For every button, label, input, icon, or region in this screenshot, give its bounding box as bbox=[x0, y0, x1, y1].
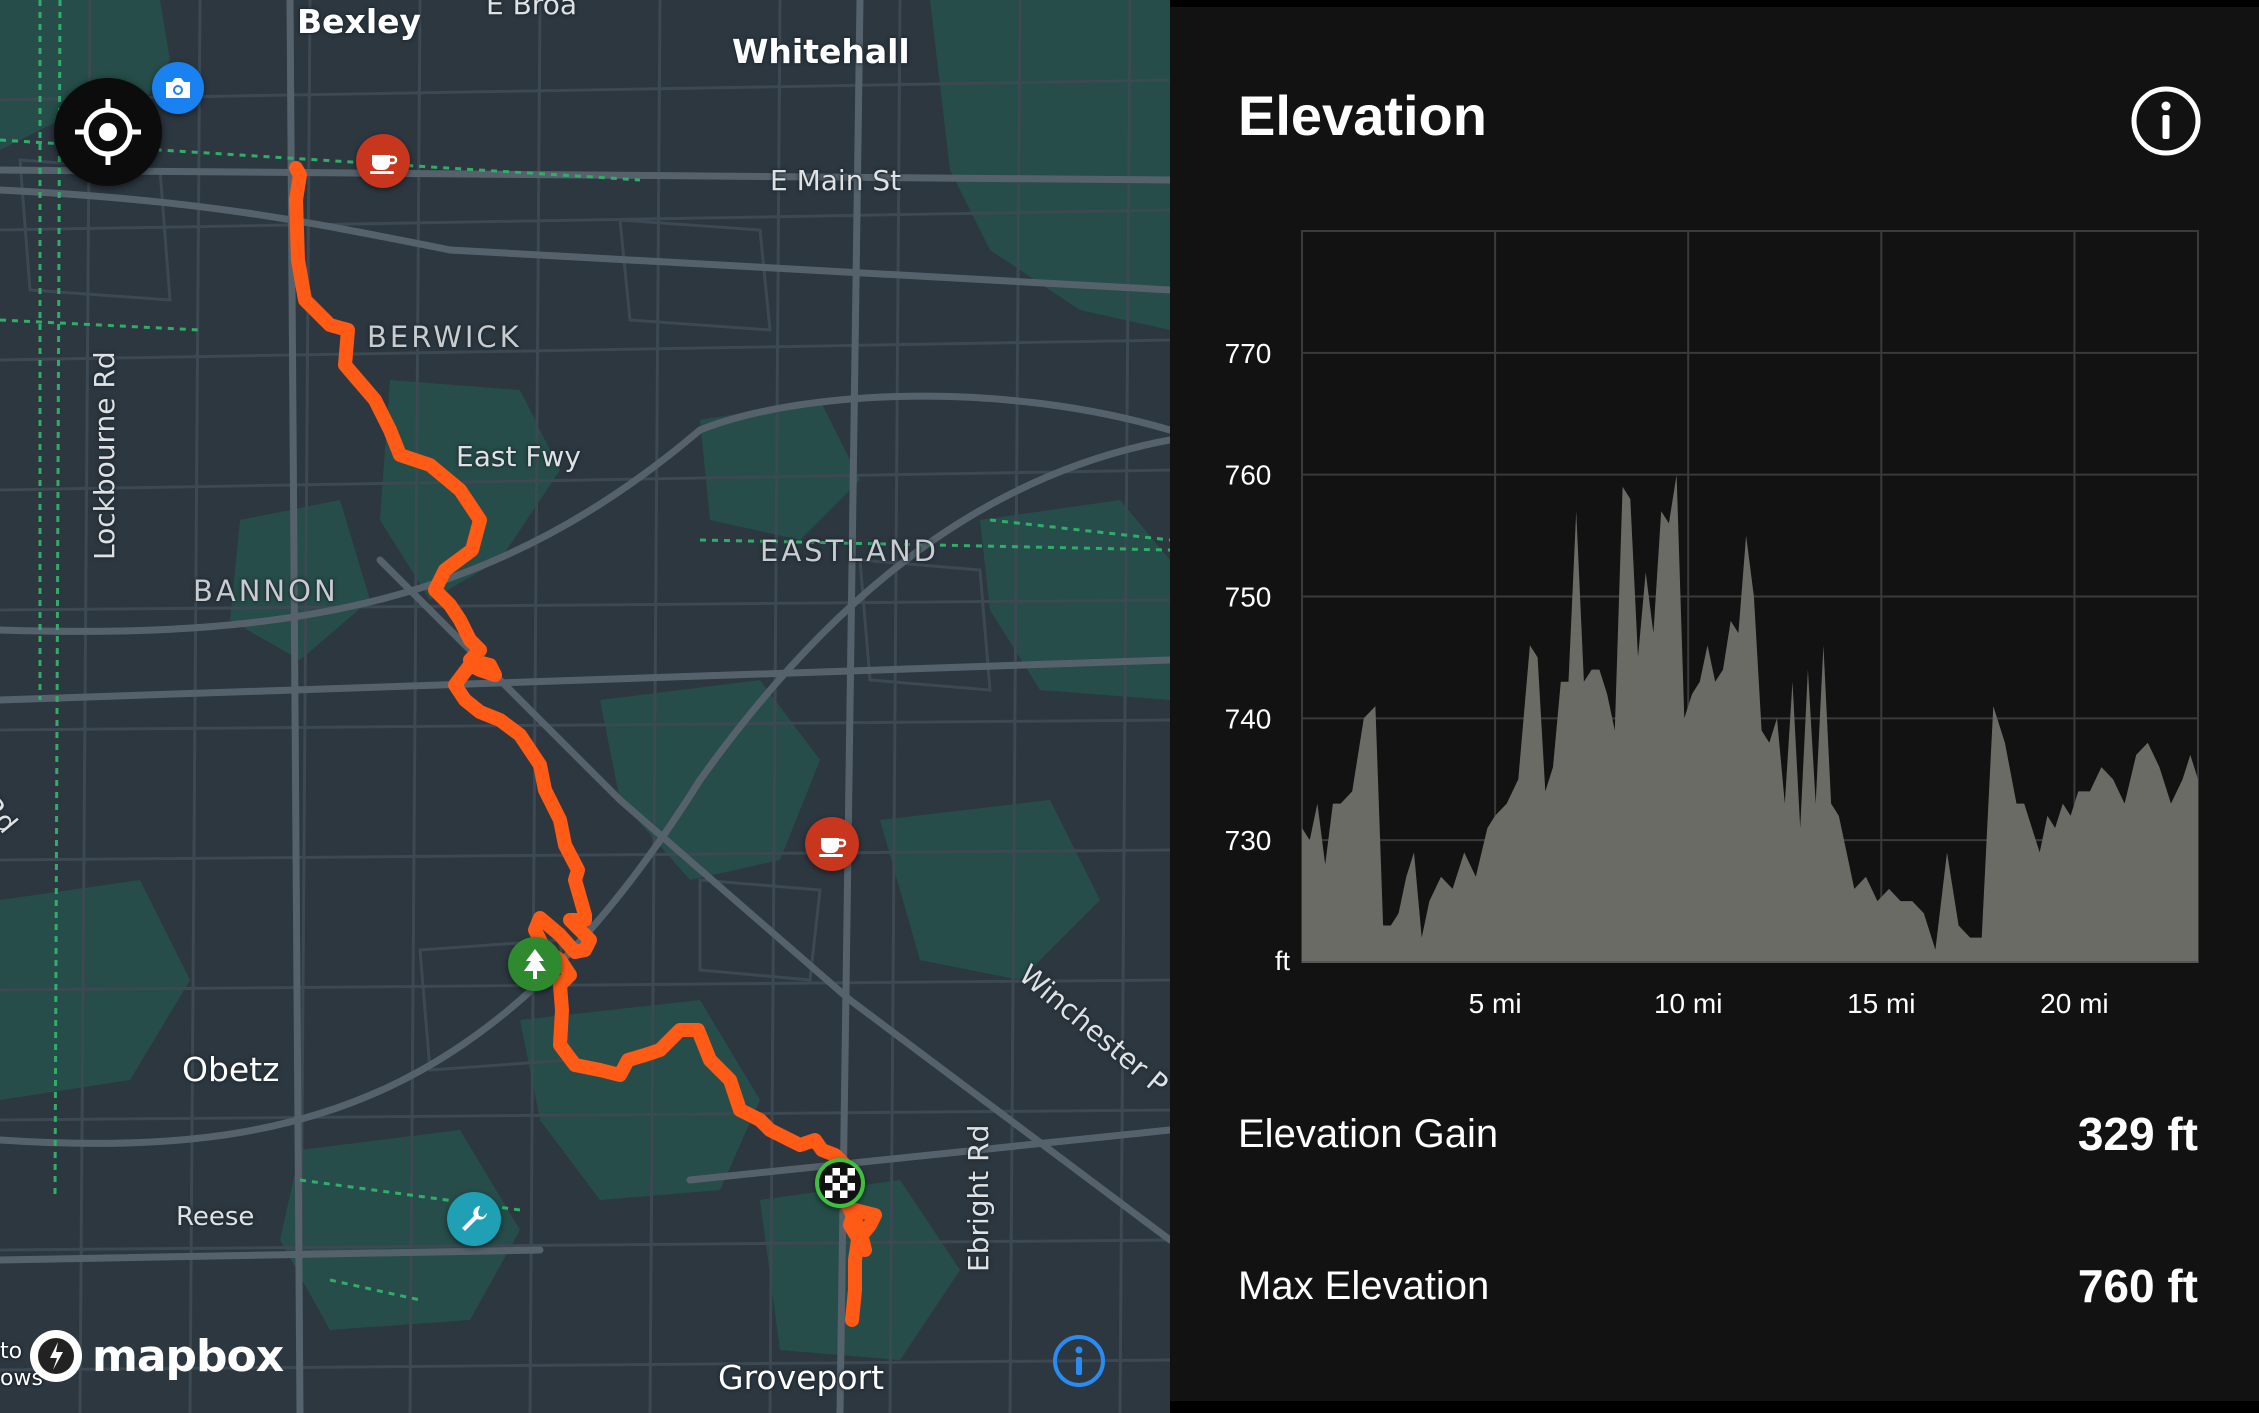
map-base-layer bbox=[0, 0, 1170, 1413]
attribution-line-1: to bbox=[0, 1339, 23, 1364]
label-reese: Reese bbox=[176, 1202, 255, 1232]
crosshair-icon bbox=[75, 99, 141, 165]
info-icon bbox=[1053, 1335, 1105, 1387]
x-axis: 5 mi 10 mi 15 mi 20 mi bbox=[1302, 961, 2198, 1019]
label-obetz: Obetz bbox=[182, 1050, 280, 1089]
elevation-area bbox=[1302, 474, 2198, 962]
poi-coffee-east[interactable] bbox=[805, 817, 859, 871]
y-axis-unit: ft bbox=[1275, 946, 1291, 976]
mapbox-logo[interactable]: mapbox bbox=[28, 1328, 284, 1384]
stat-value: 329 ft bbox=[2077, 1108, 2198, 1160]
y-tick-label: 750 bbox=[1225, 582, 1272, 613]
info-icon bbox=[2131, 86, 2201, 156]
label-berwick: BERWICK bbox=[367, 320, 522, 354]
stat-max-elevation: Max Elevation 760 ft bbox=[1238, 1259, 2198, 1313]
x-tick-label: 5 mi bbox=[1469, 988, 1522, 1019]
x-tick-label: 20 mi bbox=[2040, 988, 2108, 1019]
stat-elevation-gain: Elevation Gain 329 ft bbox=[1238, 1107, 2198, 1161]
y-tick-label: 730 bbox=[1225, 825, 1272, 856]
map-info-button[interactable] bbox=[1052, 1334, 1106, 1388]
label-e-main-st: E Main St bbox=[770, 164, 902, 197]
poi-finish[interactable] bbox=[815, 1158, 865, 1208]
y-tick-label: 740 bbox=[1225, 703, 1272, 734]
stat-label: Elevation Gain bbox=[1238, 1111, 1499, 1156]
x-tick-label: 15 mi bbox=[1847, 988, 1915, 1019]
elevation-panel: Elevation 770 760 750 740 730 5 mi 10 mi 15 mi… bbox=[1170, 0, 2259, 1413]
y-axis: 770 760 750 740 730 bbox=[1225, 338, 1272, 856]
y-tick-label: 760 bbox=[1225, 460, 1272, 491]
label-lockbourne-rd: Lockbourne Rd bbox=[88, 351, 121, 560]
stat-value: 760 ft bbox=[2077, 1260, 2198, 1312]
elevation-chart[interactable]: 770 760 750 740 730 5 mi 10 mi 15 mi 20 mi ft bbox=[1170, 207, 2259, 1037]
stat-label: Max Elevation bbox=[1238, 1263, 1490, 1308]
poi-coffee-north[interactable] bbox=[356, 134, 410, 188]
wrench-icon bbox=[462, 1206, 487, 1231]
coffee-icon bbox=[819, 838, 847, 857]
poi-photo[interactable] bbox=[152, 62, 204, 114]
label-bexley: Bexley bbox=[297, 2, 422, 41]
locate-me-button[interactable] bbox=[54, 78, 162, 186]
label-east-fwy: East Fwy bbox=[456, 440, 581, 473]
checkered-flag-icon bbox=[825, 1168, 855, 1198]
coffee-icon bbox=[370, 155, 398, 174]
mapbox-logo-text: mapbox bbox=[92, 1330, 284, 1382]
label-groveport: Groveport bbox=[718, 1358, 885, 1397]
poi-repair[interactable] bbox=[447, 1192, 501, 1246]
y-tick-label: 770 bbox=[1225, 338, 1272, 369]
route-map[interactable]: Bexley E Broa Whitehall E Main St BERWIC… bbox=[0, 0, 1170, 1413]
label-whitehall: Whitehall bbox=[732, 32, 910, 71]
elevation-info-button[interactable] bbox=[2130, 85, 2202, 157]
label-ebright-rd: Ebright Rd bbox=[962, 1124, 995, 1272]
label-bannon: BANNON bbox=[193, 574, 339, 608]
mapbox-logo-icon bbox=[30, 1330, 82, 1382]
route-line bbox=[289, 161, 882, 1327]
poi-park[interactable] bbox=[508, 937, 562, 991]
label-eastland: EASTLAND bbox=[760, 534, 939, 568]
tree-icon bbox=[524, 949, 546, 979]
panel-title: Elevation bbox=[1238, 84, 1487, 147]
camera-icon bbox=[166, 78, 190, 98]
x-tick-label: 10 mi bbox=[1654, 988, 1722, 1019]
label-e-broad: E Broa bbox=[486, 0, 577, 21]
